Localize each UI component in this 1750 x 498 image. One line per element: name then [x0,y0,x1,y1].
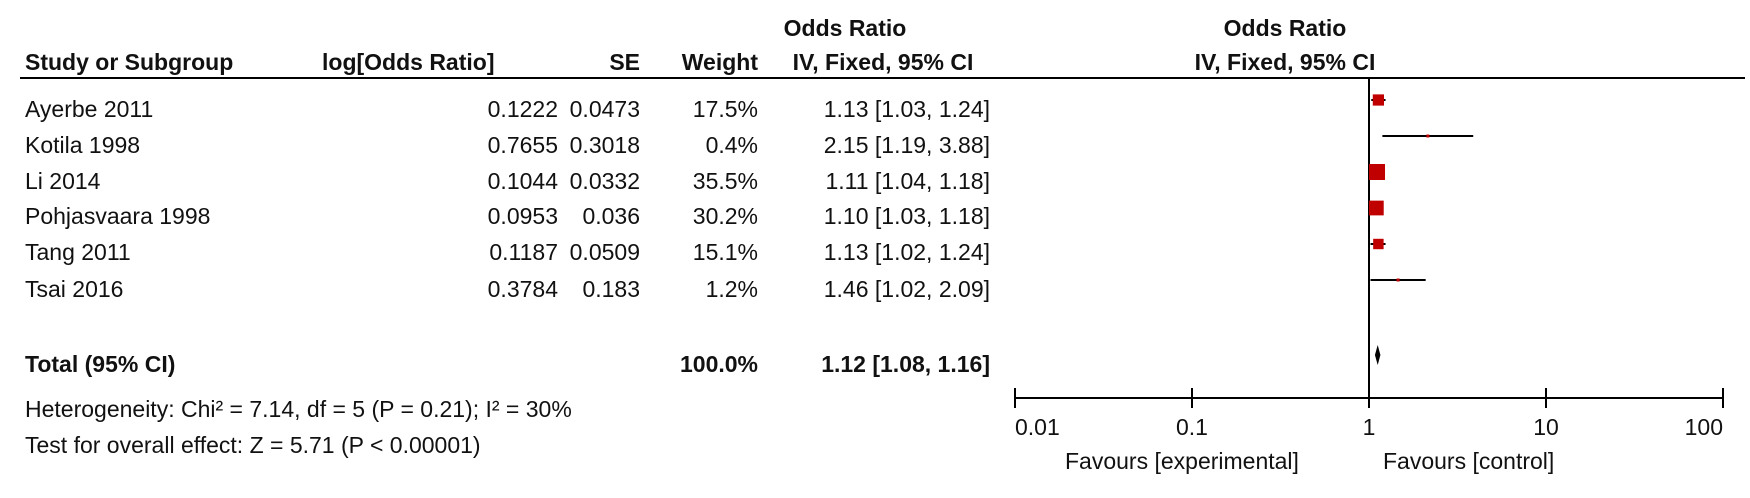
study-weight: 1.2% [705,276,758,302]
plot-title: Odds Ratio [1223,15,1347,41]
study-se: 0.183 [582,276,640,302]
overall-effect-text: Test for overall effect: Z = 5.71 (P < 0… [25,432,481,458]
study-marker [1369,164,1386,180]
study-se: 0.0332 [569,168,640,194]
study-name: Pohjasvaara 1998 [25,203,211,229]
study-weight: 17.5% [692,96,758,122]
header-or-method: IV, Fixed, 95% CI [792,49,974,75]
x-tick-label: 0.1 [1176,414,1208,440]
study-log-or: 0.7655 [487,132,558,158]
study-log-or: 0.1187 [489,239,558,265]
heterogeneity-text: Heterogeneity: Chi² = 7.14, df = 5 (P = … [25,396,572,422]
study-marker [1368,200,1384,216]
study-se: 0.0509 [569,239,640,265]
study-log-or: 0.1044 [487,168,558,194]
study-marker [1426,134,1430,138]
study-marker [1373,238,1384,250]
study-name: Tang 2011 [25,239,131,265]
x-tick-label: 0.01 [1015,414,1060,440]
study-ci-text: 1.10 [1.03, 1.18] [823,203,990,229]
header-weight: Weight [681,49,758,75]
header-log-or: log[Odds Ratio] [322,49,495,75]
favours-right: Favours [control] [1383,448,1555,474]
study-se: 0.3018 [569,132,640,158]
study-name: Tsai 2016 [25,276,124,302]
total-ci-text: 1.12 [1.08, 1.16] [821,351,990,377]
total-diamond [1374,345,1381,365]
study-ci-text: 1.13 [1.03, 1.24] [823,96,990,122]
total-weight: 100.0% [679,351,758,377]
study-weight: 30.2% [692,203,758,229]
study-log-or: 0.3784 [487,276,558,302]
study-log-or: 0.0953 [487,203,558,229]
favours-left: Favours [experimental] [1065,448,1299,474]
study-marker [1372,94,1385,106]
study-ci-text: 1.13 [1.02, 1.24] [823,239,990,265]
x-tick-label: 1 [1363,414,1376,440]
study-marker [1396,278,1400,282]
study-weight: 0.4% [705,132,758,158]
study-weight: 35.5% [692,168,758,194]
x-tick-label: 100 [1685,414,1723,440]
study-ci-text: 1.11 [1.04, 1.18] [825,168,990,194]
study-weight: 15.1% [692,239,758,265]
header-plot-method: IV, Fixed, 95% CI [1194,49,1376,75]
study-name: Li 2014 [25,168,101,194]
header-study: Study or Subgroup [25,49,234,75]
study-se: 0.0473 [569,96,640,122]
study-name: Kotila 1998 [25,132,141,158]
total-label: Total (95% CI) [25,351,176,377]
x-tick-label: 10 [1533,414,1559,440]
header-se: SE [609,49,640,75]
study-ci-text: 2.15 [1.19, 3.88] [823,132,990,158]
study-se: 0.036 [582,203,640,229]
study-name: Ayerbe 2011 [25,96,154,122]
study-log-or: 0.1222 [487,96,558,122]
study-ci-text: 1.46 [1.02, 2.09] [823,276,990,302]
or-group-title: Odds Ratio [783,15,907,41]
